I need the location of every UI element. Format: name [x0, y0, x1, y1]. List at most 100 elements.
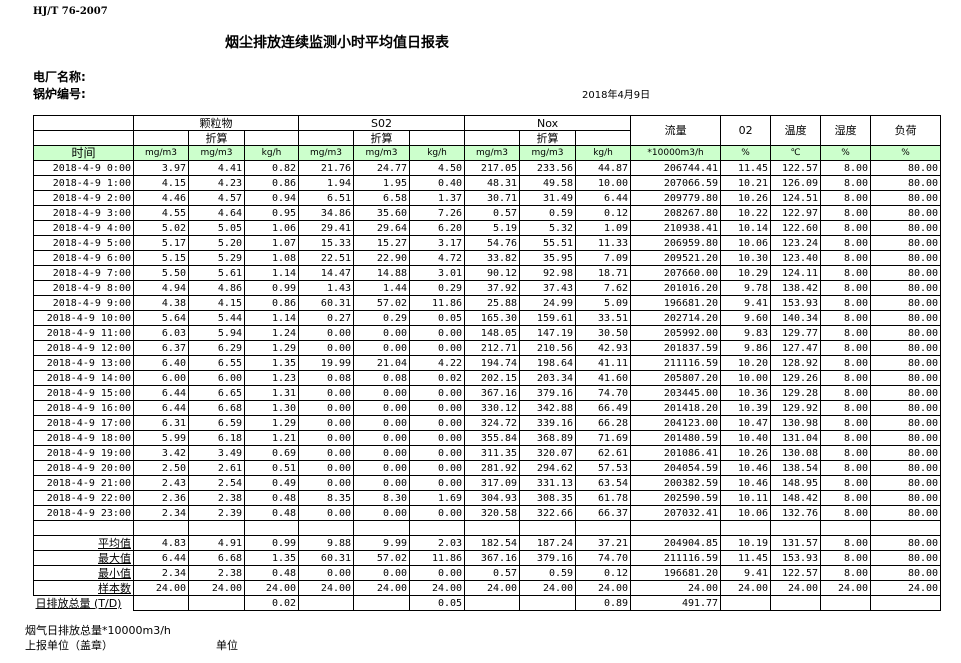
value-cell: 355.84: [464, 430, 521, 446]
value-cell: 80.00: [870, 295, 942, 311]
time-cell: 2018-4-9 22:00: [33, 490, 134, 506]
report-date: 2018年4月9日: [582, 90, 651, 101]
value-cell: 6.58: [353, 190, 411, 206]
unit-cell: mg/m3: [519, 145, 577, 161]
value-cell: 1.69: [409, 490, 466, 506]
value-cell: 37.92: [464, 280, 521, 296]
value-cell: 1.07: [243, 235, 300, 251]
value-cell: 0.69: [243, 445, 300, 461]
value-cell: 0.02: [409, 370, 466, 386]
time-cell: 2018-4-9 8:00: [33, 280, 134, 296]
value-cell: 71.69: [575, 430, 632, 446]
value-cell: 1.95: [353, 175, 411, 191]
value-cell: 80.00: [870, 475, 942, 491]
value-cell: 6.37: [133, 340, 189, 356]
plant-name-label: 电厂名称:: [33, 70, 86, 84]
value-cell: 331.13: [519, 475, 577, 491]
value-cell: 8.00: [820, 235, 872, 251]
empty-cell: [464, 520, 521, 536]
value-cell: 6.51: [298, 190, 355, 206]
value-cell: 4.23: [188, 175, 245, 191]
value-cell: 129.77: [770, 325, 822, 341]
summary-value: 9.88: [298, 535, 355, 551]
value-cell: 1.21: [243, 430, 300, 446]
value-cell: 0.00: [298, 460, 355, 476]
value-cell: 80.00: [870, 415, 942, 431]
table-row: 2018-4-9 4:00 5.02 5.05 1.06 29.41 29.64 6.20 5…: [33, 220, 942, 236]
value-cell: 6.29: [188, 340, 245, 356]
value-cell: 80.00: [870, 355, 942, 371]
value-cell: 194.74: [464, 355, 521, 371]
unit-cell: %: [820, 145, 872, 161]
value-cell: 122.57: [770, 160, 822, 176]
particulate-converted: 折算: [188, 130, 245, 146]
value-cell: 201837.59: [630, 340, 722, 356]
value-cell: 80.00: [870, 505, 942, 521]
value-cell: 90.12: [464, 265, 521, 281]
value-cell: 21.76: [298, 160, 355, 176]
value-cell: 148.95: [770, 475, 822, 491]
value-cell: 367.16: [464, 385, 521, 401]
value-cell: 10.47: [720, 415, 772, 431]
empty-cell: [33, 115, 134, 131]
reporting-unit-label: 上报单位（盖章）: [25, 639, 113, 652]
value-cell: 6.44: [133, 400, 189, 416]
value-cell: 129.28: [770, 385, 822, 401]
summary-value: 24.00: [409, 580, 466, 596]
value-cell: 0.00: [298, 445, 355, 461]
value-cell: 2.34: [133, 505, 189, 521]
value-cell: 8.00: [820, 430, 872, 446]
value-cell: 5.64: [133, 310, 189, 326]
value-cell: 0.00: [409, 475, 466, 491]
summary-value: 0.99: [243, 535, 300, 551]
value-cell: 63.54: [575, 475, 632, 491]
summary-value: 11.45: [720, 550, 772, 566]
value-cell: 0.00: [298, 340, 355, 356]
table-row: 2018-4-9 6:00 5.15 5.29 1.08 22.51 22.90 4.72 3…: [33, 250, 942, 266]
value-cell: 204123.00: [630, 415, 722, 431]
value-cell: 34.86: [298, 205, 355, 221]
value-cell: 5.17: [133, 235, 189, 251]
summary-value: 6.68: [188, 550, 245, 566]
value-cell: 0.00: [353, 475, 411, 491]
value-cell: 9.86: [720, 340, 772, 356]
summary-row: 平均值 4.83 4.91 0.99 9.88 9.99 2.03 182.54 187.24 3…: [33, 535, 942, 551]
value-cell: 60.31: [298, 295, 355, 311]
value-cell: 201480.59: [630, 430, 722, 446]
value-cell: 8.00: [820, 265, 872, 281]
boiler-number-label: 锅炉编号:: [33, 87, 86, 101]
value-cell: 22.90: [353, 250, 411, 266]
unit-cell: mg/m3: [353, 145, 411, 161]
summary-value: [188, 595, 245, 611]
value-cell: 80.00: [870, 430, 942, 446]
value-cell: 207066.59: [630, 175, 722, 191]
value-cell: 4.57: [188, 190, 245, 206]
value-cell: 129.26: [770, 370, 822, 386]
value-cell: 2.61: [188, 460, 245, 476]
value-cell: 4.38: [133, 295, 189, 311]
value-cell: 0.00: [409, 460, 466, 476]
value-cell: 330.12: [464, 400, 521, 416]
empty-cell: [33, 130, 134, 146]
unit-cell: kg/h: [243, 145, 300, 161]
value-cell: 80.00: [870, 265, 942, 281]
value-cell: 9.83: [720, 325, 772, 341]
empty-cell: [188, 520, 245, 536]
value-cell: 10.00: [575, 175, 632, 191]
value-cell: 320.07: [519, 445, 577, 461]
value-cell: 1.08: [243, 250, 300, 266]
summary-value: [519, 595, 577, 611]
unit-cell: *10000m3/h: [630, 145, 722, 161]
value-cell: 0.00: [353, 340, 411, 356]
unit-label: 单位: [216, 639, 238, 652]
summary-value: [133, 595, 189, 611]
value-cell: 33.82: [464, 250, 521, 266]
value-cell: 10.20: [720, 355, 772, 371]
value-cell: 8.00: [820, 250, 872, 266]
summary-value: 0.05: [409, 595, 466, 611]
value-cell: 200382.59: [630, 475, 722, 491]
table-row: 2018-4-9 22:00 2.36 2.38 0.48 8.35 8.30 1.69 30…: [33, 490, 942, 506]
value-cell: 2.36: [133, 490, 189, 506]
value-cell: 0.00: [298, 325, 355, 341]
summary-value: 9.99: [353, 535, 411, 551]
